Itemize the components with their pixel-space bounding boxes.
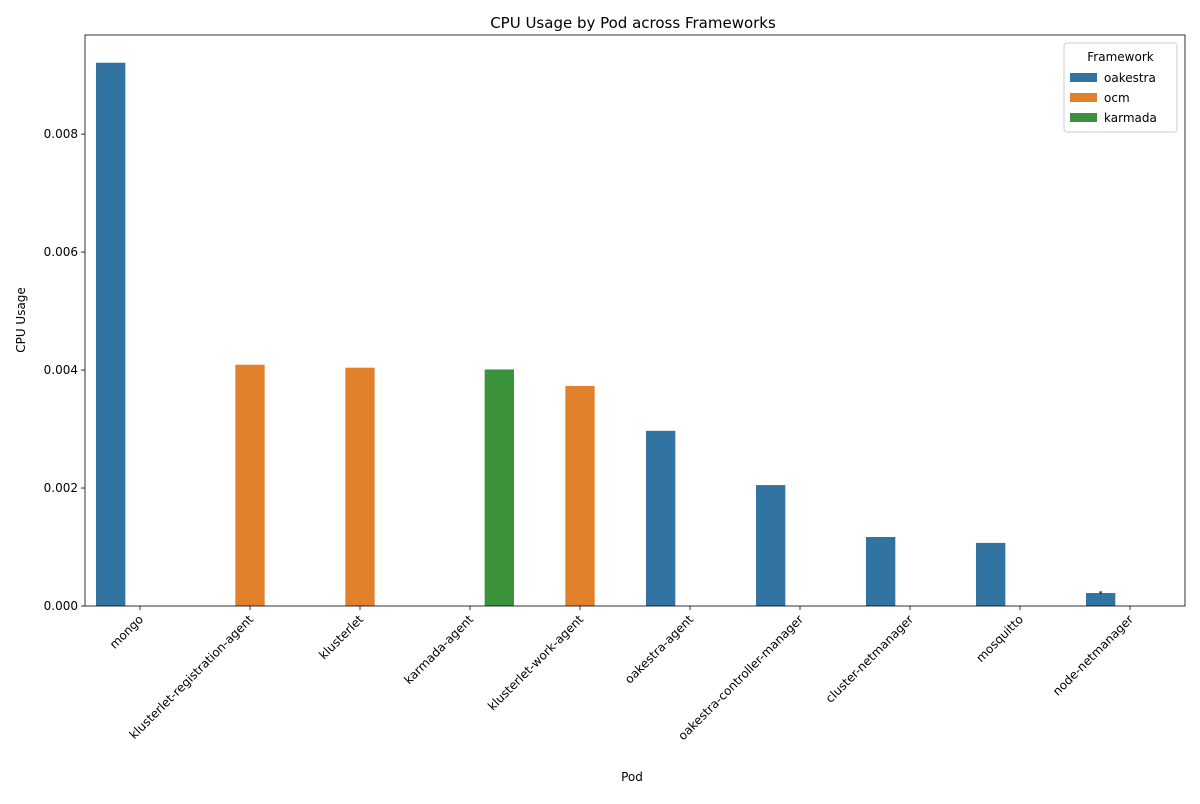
legend-swatch-ocm (1070, 93, 1097, 102)
legend-label-ocm: ocm (1104, 91, 1130, 105)
legend-swatch-oakestra (1070, 73, 1097, 82)
bar-oakestra-oakestra-agent (646, 430, 676, 606)
x-axis-label: Pod (621, 770, 643, 784)
y-tick-label: 0.000 (44, 599, 78, 613)
bar-oakestra-node-netmanager (1086, 593, 1116, 606)
legend-box (1063, 42, 1178, 133)
y-tick-label: 0.004 (44, 363, 78, 377)
bar-ocm-klusterlet-registration-agent (235, 364, 265, 606)
y-tick-label: 0.002 (44, 481, 78, 495)
legend-swatch-karmada (1070, 113, 1097, 122)
bar-oakestra-cluster-netmanager (866, 536, 896, 606)
y-tick-label: 0.006 (44, 245, 78, 259)
axes-frame (84, 34, 1186, 607)
y-axis-label: CPU Usage (14, 287, 28, 353)
y-tick-label: 0.008 (44, 127, 78, 141)
bar-oakestra-mongo (96, 62, 126, 607)
bar-oakestra-mosquitto (976, 542, 1006, 606)
bar-karmada-karmada-agent (484, 369, 514, 606)
legend: Framework oakestra ocm karmada (1063, 42, 1178, 133)
legend-label-oakestra: oakestra (1104, 71, 1156, 85)
legend-label-karmada: karmada (1104, 111, 1157, 125)
chart-title: CPU Usage by Pod across Frameworks (490, 14, 776, 32)
legend-title: Framework (1087, 50, 1153, 64)
bar-oakestra-oakestra-controller-manager (756, 485, 786, 606)
bar-ocm-klusterlet-work-agent (565, 385, 595, 606)
bar-ocm-klusterlet (345, 367, 375, 606)
